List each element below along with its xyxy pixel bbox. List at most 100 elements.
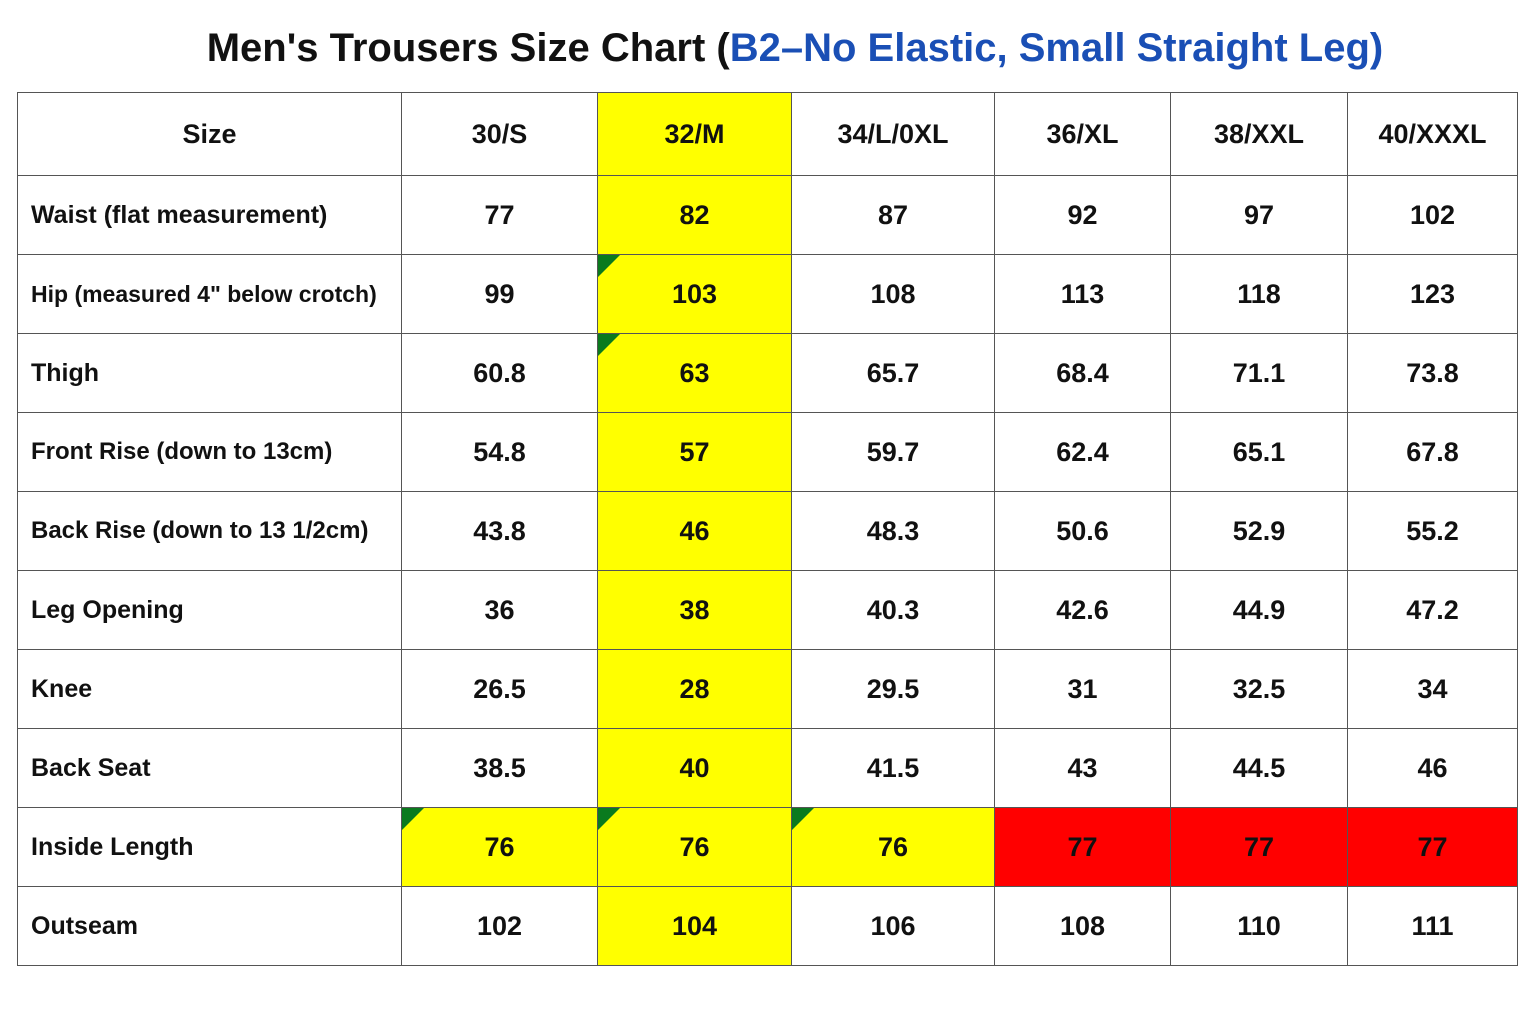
table-cell: 82 (597, 175, 792, 255)
table-cell: 103 (597, 254, 792, 334)
header-row: Size 30/S 32/M 34/L/0XL 36/XL 38/XXL 40/… (17, 92, 1518, 176)
table-cell: 48.3 (791, 491, 995, 571)
table-cell: 43 (994, 728, 1171, 808)
row-label: Thigh (17, 333, 402, 413)
page-title: Men's Trousers Size Chart (B2–No Elastic… (0, 24, 1536, 72)
table-cell: 38 (597, 570, 792, 650)
table-cell: 42.6 (994, 570, 1171, 650)
row-waist: Waist (flat measurement) 77 82 87 92 97 … (17, 175, 1518, 255)
table-cell: 76 (401, 807, 598, 887)
table-cell: 32.5 (1170, 649, 1348, 729)
row-leg-opening: Leg Opening 36 38 40.3 42.6 44.9 47.2 (17, 570, 1518, 650)
table-cell: 50.6 (994, 491, 1171, 571)
table-cell: 77 (1347, 807, 1518, 887)
row-label: Waist (flat measurement) (17, 175, 402, 255)
table-cell: 106 (791, 886, 995, 966)
table-cell: 47.2 (1347, 570, 1518, 650)
row-label: Knee (17, 649, 402, 729)
row-thigh: Thigh 60.8 63 65.7 68.4 71.1 73.8 (17, 333, 1518, 413)
table-cell: 71.1 (1170, 333, 1348, 413)
table-cell: 113 (994, 254, 1171, 334)
table-cell: 108 (994, 886, 1171, 966)
table-cell: 62.4 (994, 412, 1171, 492)
row-label: Inside Length (17, 807, 402, 887)
table-cell: 55.2 (1347, 491, 1518, 571)
table-cell: 36 (401, 570, 598, 650)
comment-marker-icon (598, 334, 620, 356)
table-cell: 65.7 (791, 333, 995, 413)
table-cell: 52.9 (1170, 491, 1348, 571)
table-cell: 77 (1170, 807, 1348, 887)
row-back-rise: Back Rise (down to 13 1/2cm) 43.8 46 48.… (17, 491, 1518, 571)
table-cell: 87 (791, 175, 995, 255)
table-cell: 76 (791, 807, 995, 887)
header-size-label: Size (17, 92, 402, 176)
table-cell: 123 (1347, 254, 1518, 334)
table-cell: 67.8 (1347, 412, 1518, 492)
table-cell: 77 (994, 807, 1171, 887)
table-cell: 110 (1170, 886, 1348, 966)
comment-marker-icon (792, 808, 814, 830)
header-size-34l: 34/L/0XL (791, 92, 995, 176)
title-close-paren: ) (1369, 26, 1384, 70)
table-cell: 68.4 (994, 333, 1171, 413)
header-size-30s: 30/S (401, 92, 598, 176)
table-cell: 65.1 (1170, 412, 1348, 492)
table-cell: 46 (1347, 728, 1518, 808)
table-cell: 111 (1347, 886, 1518, 966)
title-subtitle: B2–No Elastic, Small Straight Leg (729, 26, 1370, 70)
header-size-32m: 32/M (597, 92, 792, 176)
table-cell: 34 (1347, 649, 1518, 729)
cell-value: 76 (877, 831, 909, 862)
row-inside-length: Inside Length 76 76 76 77 77 77 (17, 807, 1518, 887)
cell-value: 76 (484, 831, 515, 862)
row-label: Hip (measured 4" below crotch) (17, 254, 402, 334)
table-cell: 40 (597, 728, 792, 808)
table-cell: 44.9 (1170, 570, 1348, 650)
table-cell: 57 (597, 412, 792, 492)
table-cell: 102 (1347, 175, 1518, 255)
table-cell: 73.8 (1347, 333, 1518, 413)
table-cell: 102 (401, 886, 598, 966)
cell-value: 103 (671, 278, 718, 309)
cell-value: 76 (679, 831, 710, 862)
title-main: Men's Trousers Size Chart ( (206, 26, 730, 70)
header-size-40xxxl: 40/XXXL (1347, 92, 1518, 176)
table-cell: 63 (597, 333, 792, 413)
table-cell: 76 (597, 807, 792, 887)
row-label: Leg Opening (17, 570, 402, 650)
row-back-seat: Back Seat 38.5 40 41.5 43 44.5 46 (17, 728, 1518, 808)
table-cell: 60.8 (401, 333, 598, 413)
row-label: Back Seat (17, 728, 402, 808)
table-cell: 44.5 (1170, 728, 1348, 808)
table-cell: 28 (597, 649, 792, 729)
header-size-38xxl: 38/XXL (1170, 92, 1348, 176)
table-cell: 99 (401, 254, 598, 334)
table-cell: 92 (994, 175, 1171, 255)
comment-marker-icon (598, 808, 620, 830)
table-cell: 41.5 (791, 728, 995, 808)
table-cell: 26.5 (401, 649, 598, 729)
size-chart-table: Size 30/S 32/M 34/L/0XL 36/XL 38/XXL 40/… (17, 92, 1518, 966)
cell-value: 63 (679, 357, 710, 388)
table-cell: 77 (401, 175, 598, 255)
row-knee: Knee 26.5 28 29.5 31 32.5 34 (17, 649, 1518, 729)
row-label: Outseam (17, 886, 402, 966)
header-size-36xl: 36/XL (994, 92, 1171, 176)
table-cell: 40.3 (791, 570, 995, 650)
row-label: Back Rise (down to 13 1/2cm) (17, 491, 402, 571)
table-cell: 118 (1170, 254, 1348, 334)
row-hip: Hip (measured 4" below crotch) 99 103 10… (17, 254, 1518, 334)
table-cell: 97 (1170, 175, 1348, 255)
table-cell: 38.5 (401, 728, 598, 808)
table-cell: 59.7 (791, 412, 995, 492)
table-cell: 104 (597, 886, 792, 966)
row-outseam: Outseam 102 104 106 108 110 111 (17, 886, 1518, 966)
comment-marker-icon (598, 255, 620, 277)
table-cell: 43.8 (401, 491, 598, 571)
table-cell: 29.5 (791, 649, 995, 729)
table-cell: 108 (791, 254, 995, 334)
row-label: Front Rise (down to 13cm) (17, 412, 402, 492)
table-cell: 46 (597, 491, 792, 571)
table-cell: 54.8 (401, 412, 598, 492)
